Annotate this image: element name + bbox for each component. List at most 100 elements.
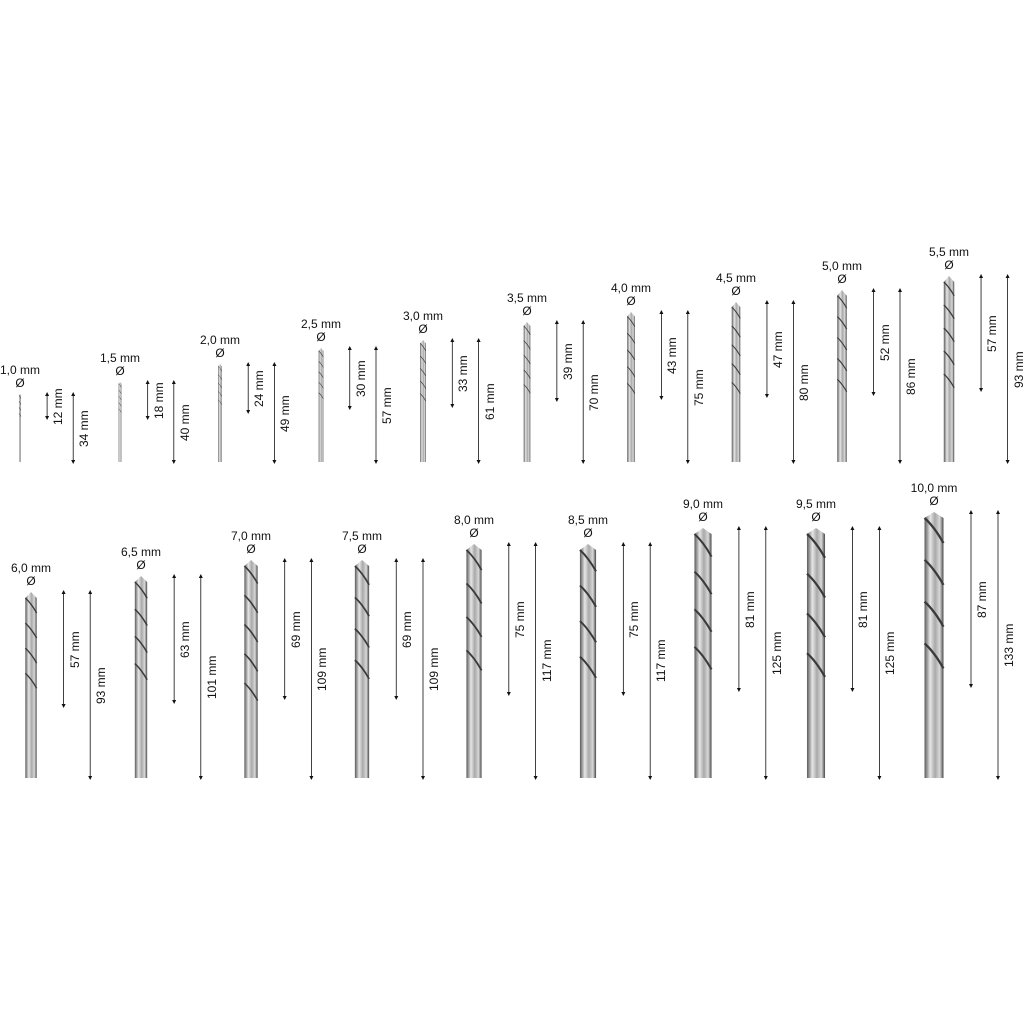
drill-bit-shank [627, 398, 635, 462]
flute-spiral [18, 412, 22, 417]
diameter-symbol: Ø [522, 304, 532, 318]
flute-spiral [626, 383, 636, 394]
flute-spiral [579, 549, 597, 572]
flute-spiral [118, 389, 122, 394]
total-length-label: 125 mm [883, 631, 898, 675]
flute-length-label: 18 mm [151, 381, 166, 419]
drill-bit-shank [134, 702, 148, 778]
drill-bit-flutes [25, 592, 37, 706]
diameter-label: 9,0 mm [682, 497, 724, 511]
diameter-label: 1,0 mm [0, 363, 41, 377]
flute-length-label: 30 mm [353, 359, 368, 397]
flute-spiral [693, 646, 713, 670]
drill-bit-flutes [218, 364, 222, 412]
drill-bit-flutes [318, 348, 324, 408]
drill-bit-flutes [244, 560, 258, 698]
diameter-symbol: Ø [626, 294, 636, 308]
flute-length-label: 63 mm [178, 620, 193, 658]
flute-spiral [943, 327, 955, 343]
flute-spiral [731, 363, 741, 376]
drill-bit-flutes [118, 382, 122, 418]
flute-length-label: 43 mm [665, 336, 680, 374]
diameter-symbol: Ø [26, 574, 36, 588]
diameter-symbol: Ø [929, 494, 939, 508]
diameter-label: 4,0 mm [610, 281, 652, 295]
diameter-symbol: Ø [698, 510, 708, 524]
flute-spiral [318, 361, 324, 368]
flute-spiral [118, 383, 122, 388]
diameter-label: 3,5 mm [506, 291, 548, 305]
drill-bit-shank [924, 686, 944, 778]
flute-spiral [354, 565, 370, 586]
flute-spiral [24, 597, 38, 614]
total-length-label: 109 mm [427, 647, 441, 691]
flute-spiral [943, 281, 955, 297]
total-length-label: 117 mm [654, 639, 669, 682]
total-length-label: 133 mm [1002, 623, 1016, 667]
flute-spiral [626, 316, 636, 327]
diameter-symbol: Ø [811, 510, 821, 524]
flute-spiral [419, 355, 427, 364]
total-length-label: 34 mm [77, 409, 92, 447]
flute-length-label: 47 mm [770, 330, 785, 368]
diameter-symbol: Ø [136, 558, 146, 572]
diameter-symbol: Ø [583, 526, 593, 540]
diameter-label: 9,5 mm [795, 497, 837, 511]
flute-spiral [465, 582, 483, 604]
drill-bit-flutes [579, 544, 597, 694]
diameter-symbol: Ø [469, 526, 479, 540]
drill-bit-shank [523, 400, 531, 462]
total-length-label: 57 mm [380, 386, 394, 424]
flute-spiral [134, 581, 148, 599]
flute-spiral [465, 549, 483, 571]
total-length-label: 49 mm [278, 394, 293, 432]
flute-spiral [354, 596, 370, 617]
flute-spiral [836, 337, 848, 351]
diameter-label: 10,0 mm [910, 481, 958, 495]
diameter-symbol: Ø [357, 542, 367, 556]
drill-bit-shank [943, 390, 955, 462]
flute-spiral [419, 343, 427, 352]
flute-spiral [923, 517, 945, 544]
flute-length-label: 39 mm [560, 342, 575, 380]
diameter-label: 8,0 mm [453, 513, 495, 527]
flute-spiral [523, 354, 531, 365]
diameter-symbol: Ø [731, 284, 741, 298]
diameter-label: 1,5 mm [99, 351, 141, 365]
total-length-label: 40 mm [177, 403, 192, 441]
flute-length-label: 87 mm [975, 580, 989, 618]
total-length-label: 93 mm [1011, 350, 1024, 388]
drill-bit-flutes [694, 528, 712, 690]
drill-bit-shank [579, 694, 597, 778]
flute-spiral [243, 682, 259, 701]
total-length-label: 75 mm [691, 368, 706, 406]
flute-spiral [806, 652, 826, 678]
flute-spiral [217, 366, 223, 372]
flute-spiral [118, 396, 122, 401]
flute-spiral [217, 399, 223, 405]
drill-bit-shank [466, 694, 482, 778]
flute-spiral [243, 623, 259, 643]
flute-length-label: 75 mm [512, 600, 527, 638]
flute-spiral [836, 378, 848, 393]
flute-spiral [731, 306, 741, 319]
flute-spiral [419, 368, 427, 377]
drill-bit-shank [354, 698, 370, 778]
total-length-label: 109 mm [315, 647, 330, 691]
flute-spiral [465, 616, 483, 638]
flute-spiral [806, 612, 826, 638]
drill-bit-flutes [523, 322, 531, 400]
diameter-symbol: Ø [215, 346, 225, 360]
flute-spiral [836, 357, 848, 372]
flute-length-label: 57 mm [67, 630, 82, 668]
diameter-label: 5,5 mm [928, 245, 970, 259]
flute-spiral [134, 635, 148, 654]
diameter-label: 2,5 mm [300, 317, 342, 331]
drill-bit-flutes [19, 394, 21, 418]
diameter-symbol: Ø [418, 322, 428, 336]
total-length-label: 93 mm [94, 666, 109, 704]
diameter-label: 4,5 mm [715, 271, 757, 285]
flute-spiral [943, 350, 955, 366]
